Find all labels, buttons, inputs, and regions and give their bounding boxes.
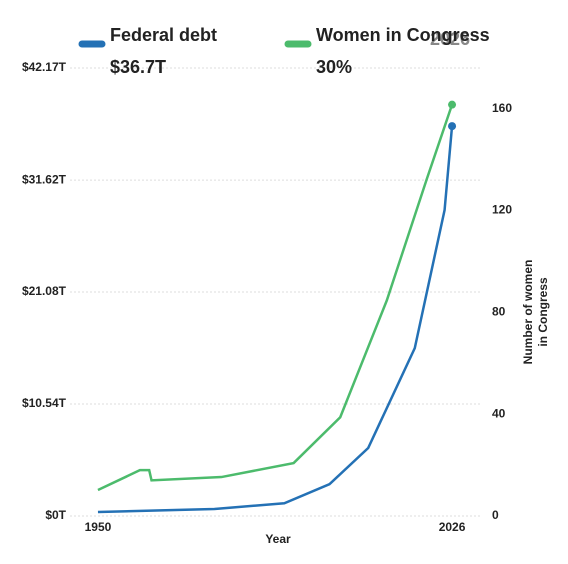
x-tick-label: 2026 [439,520,466,534]
end-dot [448,122,457,131]
y2-label-line: in Congress [536,277,550,347]
headline-value: $36.7T [110,57,166,77]
headline-value: 30% [316,57,352,77]
series-line [97,104,454,492]
y2-tick-label: 0 [492,508,499,522]
y2-tick-label: 40 [492,406,506,420]
end-dot [448,100,457,109]
y-tick-label: $42.17T [22,60,67,74]
y2-tick-label: 80 [492,305,506,319]
legend-label: Federal debt [110,25,217,45]
y2-tick-label: 160 [492,101,512,115]
y-tick-label: $10.54T [22,396,67,410]
header-year: 2026 [430,29,470,49]
y-tick-label: $21.08T [22,284,67,298]
y2-label-line: Number of women [521,260,535,365]
legend-label: Women in Congress [316,25,490,45]
x-tick-label: 1950 [85,520,112,534]
y2-tick-label: 120 [492,203,512,217]
series-line [97,126,454,514]
y-tick-label: $0T [45,508,66,522]
y2-axis-label: Number of womenin Congress [521,260,550,365]
y-tick-label: $31.62T [22,172,67,186]
x-axis-label: Year [265,532,291,546]
